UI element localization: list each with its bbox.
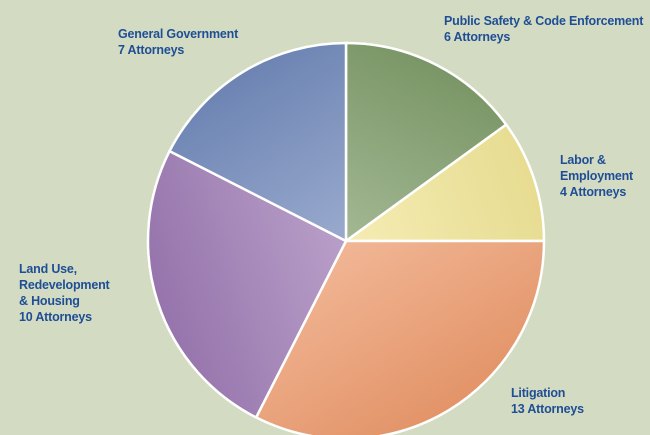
pie-slice [168, 41, 348, 243]
slice-label-line: 6 Attorneys [444, 30, 511, 44]
slice-label-litigation: Litigation 13 Attorneys [511, 385, 584, 417]
slice-label-line: 7 Attorneys [118, 43, 185, 57]
slice-label-public-safety: Public Safety & Code Enforcement 6 Attor… [444, 13, 643, 45]
slice-label-line: Labor & [560, 153, 606, 167]
slice-label-general-government: General Government 7 Attorneys [118, 26, 238, 58]
slice-label-line: Employment [560, 169, 634, 183]
pie-slice [146, 149, 348, 419]
pie-slice [344, 123, 546, 243]
slice-label-line: General Government [118, 27, 239, 41]
slice-label-labor-employment: Labor & Employment 4 Attorneys [560, 152, 633, 200]
slice-label-line: 4 Attorneys [560, 185, 627, 199]
pie-slice [344, 41, 508, 243]
slice-label-line: Redevelopment [19, 278, 110, 292]
slice-label-line: Land Use, [19, 262, 77, 276]
slice-label-line: Public Safety & Code Enforcement [444, 14, 644, 28]
slice-label-line: 10 Attorneys [19, 310, 92, 324]
slice-label-line: 13 Attorneys [511, 402, 584, 416]
slice-label-land-use: Land Use, Redevelopment & Housing 10 Att… [19, 261, 110, 325]
slice-label-line: & Housing [19, 294, 80, 308]
slice-label-line: Litigation [511, 386, 566, 400]
